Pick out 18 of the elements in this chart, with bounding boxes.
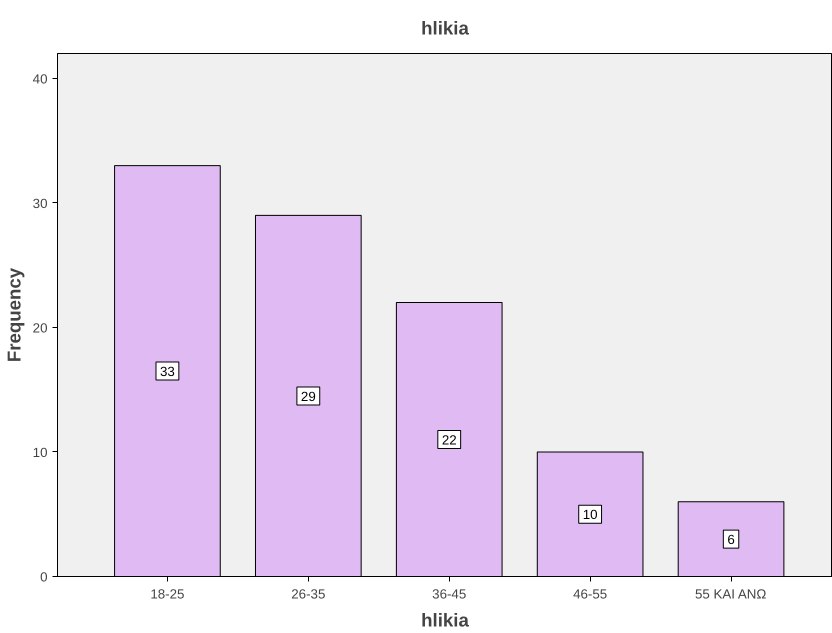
data-label: 33 — [160, 364, 175, 380]
chart-title: hlikia — [421, 18, 470, 38]
x-tick-label: 55 ΚΑΙ ΑΝΩ — [694, 586, 766, 602]
x-tick-label: 46-55 — [573, 586, 608, 602]
y-tick-label: 30 — [32, 196, 48, 211]
x-axis-title: hlikia — [421, 610, 470, 630]
y-tick-label: 20 — [32, 320, 48, 336]
data-label: 22 — [442, 432, 457, 448]
y-tick-label: 40 — [32, 71, 48, 86]
x-tick-label: 36-45 — [432, 586, 466, 602]
data-label: 6 — [727, 532, 735, 548]
x-tick-label: 18-25 — [150, 586, 184, 602]
x-tick-label: 26-35 — [291, 586, 326, 602]
y-tick-label: 10 — [32, 444, 48, 460]
data-label: 29 — [300, 388, 316, 404]
y-tick-label: 0 — [40, 570, 48, 584]
y-axis-title: Frequency — [4, 267, 25, 362]
data-label: 10 — [582, 507, 598, 522]
